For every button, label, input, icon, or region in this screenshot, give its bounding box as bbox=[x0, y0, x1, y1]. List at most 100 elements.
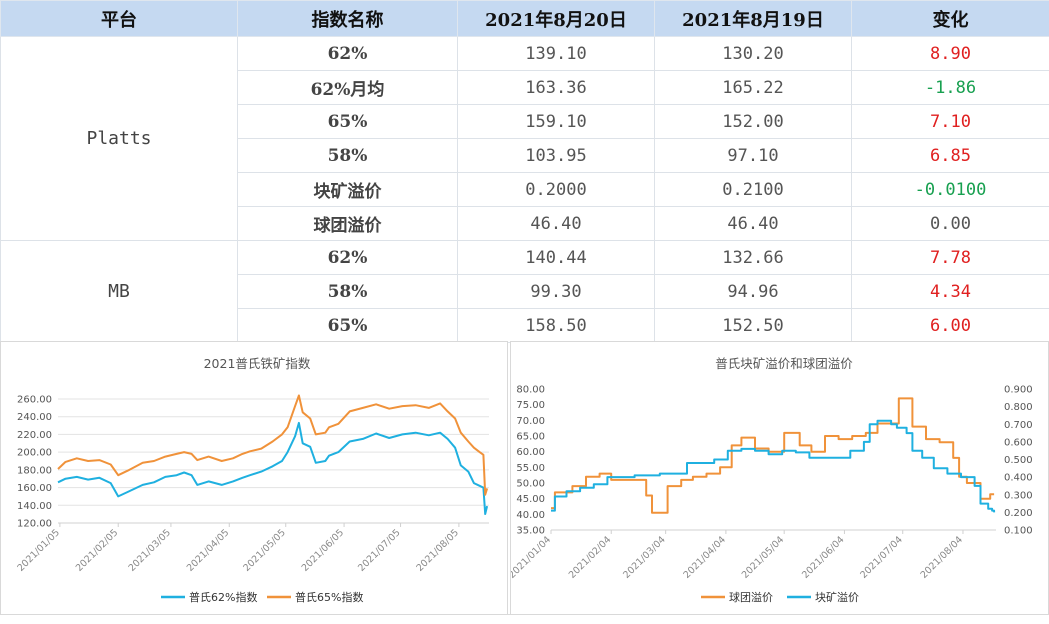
table-row: 65% 159.10 152.00 7.10 bbox=[1, 104, 1049, 139]
change-cell: 7.78 bbox=[851, 240, 1049, 275]
table-row: 58% 99.30 94.96 4.34 bbox=[1, 274, 1049, 309]
header-date-1: 2021年8月20日 bbox=[457, 0, 655, 37]
value-date-1-cell: 140.44 bbox=[457, 240, 655, 275]
y-tick-label: 40.00 bbox=[516, 510, 545, 521]
x-tick-label: 2021/03/04 bbox=[621, 534, 668, 581]
y-tick-label: 60.00 bbox=[516, 447, 545, 458]
x-tick-label: 2021/08/04 bbox=[919, 534, 966, 581]
change-cell: 7.10 bbox=[851, 104, 1049, 139]
value-date-2-cell: 152.50 bbox=[654, 308, 852, 343]
value-date-1-cell: 0.2000 bbox=[457, 172, 655, 207]
iron-index-chart: 2021普氏铁矿指数 120.00 140.00 160.00 180.00 200.00… bbox=[16, 356, 489, 604]
x-tick-label: 2021/04/05 bbox=[185, 527, 232, 574]
x-tick-label: 2021/04/04 bbox=[682, 534, 729, 581]
value-date-2-cell: 0.2100 bbox=[654, 172, 852, 207]
bottom-divider bbox=[0, 614, 1049, 615]
x-tick-label: 2021/03/05 bbox=[127, 527, 174, 574]
value-date-2-cell: 132.66 bbox=[654, 240, 852, 275]
y2-tick-label: 0.400 bbox=[1004, 473, 1033, 484]
platform-cell: Platts bbox=[0, 36, 238, 241]
value-date-2-cell: 94.96 bbox=[654, 274, 852, 309]
value-date-2-cell: 97.10 bbox=[654, 138, 852, 173]
value-date-1-cell: 46.40 bbox=[457, 206, 655, 241]
y-tick-label: 55.00 bbox=[516, 463, 545, 474]
change-cell: 6.85 bbox=[851, 138, 1049, 173]
premium-chart: 普氏块矿溢价和球团溢价 35.00 40.00 45.00 50.00 55.00 60.0… bbox=[511, 356, 1033, 604]
chart-panel-iron-index: 2021普氏铁矿指数 120.00 140.00 160.00 180.00 200.00… bbox=[0, 341, 508, 615]
x-tick-label: 2021/06/05 bbox=[300, 527, 347, 574]
x-tick-label: 2021/01/04 bbox=[511, 534, 553, 581]
y-tick-label: 65.00 bbox=[516, 432, 545, 443]
legend-label: 块矿溢价 bbox=[815, 590, 859, 604]
x-tick-label: 2021/07/05 bbox=[356, 527, 403, 574]
y-tick-label: 120.00 bbox=[17, 519, 52, 530]
y2-tick-label: 0.100 bbox=[1004, 526, 1033, 537]
y-tick-label: 45.00 bbox=[516, 494, 545, 505]
value-date-1-cell: 159.10 bbox=[457, 104, 655, 139]
change-cell: 0.00 bbox=[851, 206, 1049, 241]
header-change: 变化 bbox=[851, 0, 1049, 37]
legend-label: 普氏65%指数 bbox=[295, 590, 363, 604]
index-name-cell: 块矿溢价 bbox=[237, 172, 458, 207]
table-row: 球团溢价 46.40 46.40 0.00 bbox=[1, 206, 1049, 241]
value-date-1-cell: 163.36 bbox=[457, 70, 655, 105]
value-date-1-cell: 139.10 bbox=[457, 36, 655, 71]
x-tick-label: 2021/01/05 bbox=[16, 527, 63, 574]
value-date-2-cell: 152.00 bbox=[654, 104, 852, 139]
index-name-cell: 62%月均 bbox=[237, 70, 458, 105]
value-date-2-cell: 165.22 bbox=[654, 70, 852, 105]
table-row: Platts 62% 139.10 130.20 8.90 bbox=[0, 36, 1049, 241]
y2-tick-label: 0.700 bbox=[1004, 420, 1033, 431]
index-name-cell: 65% bbox=[237, 104, 458, 139]
series-line bbox=[551, 419, 996, 513]
index-name-cell: 58% bbox=[237, 138, 458, 173]
y2-tick-label: 0.900 bbox=[1004, 385, 1033, 396]
y-tick-label: 200.00 bbox=[17, 448, 52, 459]
y-tick-label: 35.00 bbox=[516, 526, 545, 537]
y-tick-label: 80.00 bbox=[516, 385, 545, 396]
x-tick-label: 2021/05/05 bbox=[241, 527, 288, 574]
chart-title: 2021普氏铁矿指数 bbox=[204, 356, 311, 371]
value-date-1-cell: 158.50 bbox=[457, 308, 655, 343]
y-tick-label: 220.00 bbox=[17, 430, 52, 441]
table-row: 65% 158.50 152.50 6.00 bbox=[1, 308, 1049, 343]
platform-cell: MB bbox=[0, 240, 238, 343]
x-tick-label: 2021/07/04 bbox=[858, 534, 905, 581]
y-tick-label: 160.00 bbox=[17, 483, 52, 494]
y2-tick-label: 0.200 bbox=[1004, 508, 1033, 519]
table-row: 块矿溢价 0.2000 0.2100 -0.0100 bbox=[1, 172, 1049, 207]
table-row: 62%月均 163.36 165.22 -1.86 bbox=[1, 70, 1049, 105]
y2-tick-label: 0.300 bbox=[1004, 490, 1033, 501]
x-tick-label: 2021/08/05 bbox=[415, 527, 462, 574]
change-cell: -1.86 bbox=[851, 70, 1049, 105]
change-cell: 6.00 bbox=[851, 308, 1049, 343]
table-header-row: 平台 指数名称 2021年8月20日 2021年8月19日 变化 bbox=[0, 0, 1049, 37]
value-date-2-cell: 46.40 bbox=[654, 206, 852, 241]
change-cell: 8.90 bbox=[851, 36, 1049, 71]
index-name-cell: 58% bbox=[237, 274, 458, 309]
y-tick-label: 180.00 bbox=[17, 465, 52, 476]
x-tick-label: 2021/06/04 bbox=[800, 534, 847, 581]
series-line bbox=[57, 394, 489, 496]
value-date-1-cell: 103.95 bbox=[457, 138, 655, 173]
index-name-cell: 62% bbox=[237, 240, 458, 275]
index-name-cell: 62% bbox=[237, 36, 458, 71]
y-tick-label: 70.00 bbox=[516, 416, 545, 427]
legend-label: 球团溢价 bbox=[729, 590, 773, 604]
series-line bbox=[551, 397, 995, 514]
y2-tick-label: 0.600 bbox=[1004, 437, 1033, 448]
chart-title: 普氏块矿溢价和球团溢价 bbox=[715, 356, 853, 371]
header-index-name: 指数名称 bbox=[237, 0, 458, 37]
x-tick-label: 2021/05/04 bbox=[740, 534, 787, 581]
y2-tick-label: 0.800 bbox=[1004, 402, 1033, 413]
value-date-1-cell: 99.30 bbox=[457, 274, 655, 309]
header-platform: 平台 bbox=[0, 0, 238, 37]
x-tick-label: 2021/02/04 bbox=[567, 534, 614, 581]
x-tick-label: 2021/02/05 bbox=[74, 527, 121, 574]
price-table: 平台 指数名称 2021年8月20日 2021年8月19日 变化 Platts 6… bbox=[0, 0, 1049, 343]
series-line bbox=[57, 421, 489, 515]
change-cell: -0.0100 bbox=[851, 172, 1049, 207]
y-tick-label: 240.00 bbox=[17, 412, 52, 423]
value-date-2-cell: 130.20 bbox=[654, 36, 852, 71]
header-date-2: 2021年8月19日 bbox=[654, 0, 852, 37]
